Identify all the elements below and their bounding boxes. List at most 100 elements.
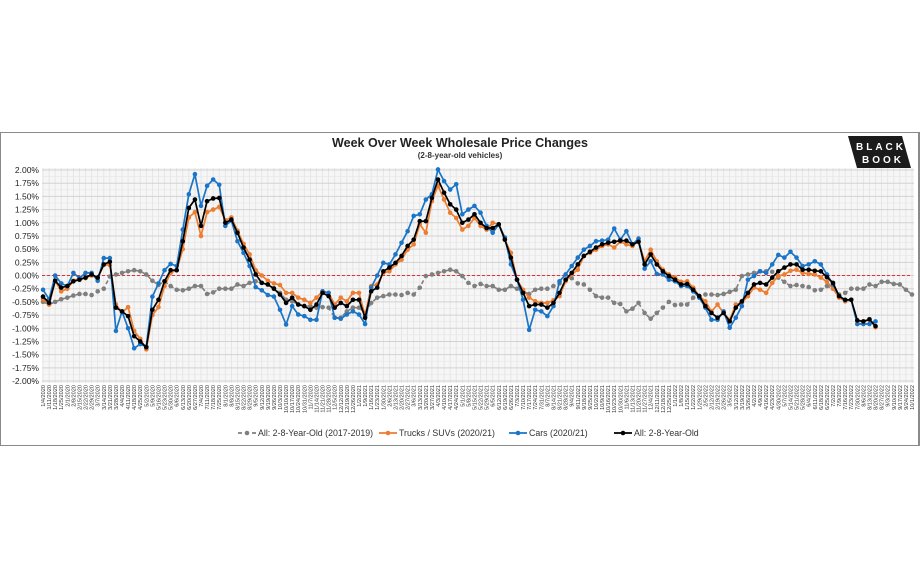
data-point — [89, 292, 94, 298]
data-point — [83, 291, 88, 297]
data-point — [435, 167, 441, 172]
data-point — [460, 212, 465, 217]
x-tick-label: 5/22/2021 — [479, 385, 485, 410]
data-point — [472, 203, 477, 209]
data-point — [460, 227, 465, 232]
data-point — [520, 297, 526, 303]
data-point — [624, 238, 629, 243]
data-point — [490, 283, 495, 289]
x-tick-label: 3/19/2022 — [740, 385, 746, 410]
x-tick-label: 7/9/2022 — [837, 385, 843, 407]
data-point — [314, 317, 319, 323]
data-point — [381, 293, 386, 299]
data-point — [186, 191, 192, 197]
x-tick-label: 5/8/2021 — [466, 385, 472, 407]
data-point — [381, 260, 386, 266]
data-point — [630, 242, 635, 247]
data-point — [247, 263, 252, 269]
data-point — [210, 196, 216, 201]
data-point — [235, 230, 240, 236]
data-point — [125, 268, 131, 274]
data-point — [223, 286, 228, 291]
x-tick-label: 12/18/2021 — [661, 385, 667, 413]
legend-swatch-marker — [620, 430, 626, 436]
data-point — [77, 291, 82, 297]
data-point — [374, 273, 380, 278]
x-tick-label: 11/14/2020 — [314, 385, 320, 413]
data-point — [150, 278, 155, 284]
data-point — [794, 255, 799, 260]
data-point — [532, 287, 538, 293]
data-point — [545, 313, 550, 319]
data-point — [739, 303, 745, 309]
x-tick-label: 5/30/2020 — [169, 385, 175, 410]
data-point — [666, 277, 672, 283]
data-point — [842, 297, 848, 303]
data-point — [709, 292, 714, 297]
data-point — [757, 280, 763, 286]
x-tick-label: 10/3/2020 — [278, 385, 284, 410]
data-point — [198, 283, 204, 289]
data-point — [806, 262, 811, 267]
data-point — [605, 295, 611, 300]
data-point — [873, 283, 878, 289]
data-point — [295, 295, 301, 300]
data-point — [83, 275, 88, 280]
data-point — [271, 281, 277, 286]
data-point — [782, 279, 787, 285]
data-point — [223, 223, 228, 229]
data-point — [636, 300, 641, 306]
data-point — [387, 268, 392, 274]
chart-title: Week Over Week Wholesale Price Changes — [332, 136, 588, 150]
x-tick-label: 10/31/2020 — [302, 385, 308, 413]
data-point — [168, 261, 173, 267]
data-point — [502, 237, 508, 242]
legend-item: Cars (2020/21) — [509, 428, 588, 438]
x-tick-label: 5/16/2020 — [156, 385, 162, 410]
data-point — [654, 310, 660, 316]
data-point — [101, 255, 107, 261]
x-tick-label: 11/6/2021 — [624, 385, 630, 409]
x-tick-label: 4/9/2022 — [758, 385, 764, 407]
data-point — [65, 295, 70, 300]
data-point — [587, 243, 593, 249]
data-point — [733, 315, 739, 321]
data-point — [283, 290, 289, 296]
x-tick-label: 5/23/2020 — [163, 385, 169, 410]
data-point — [678, 282, 684, 287]
x-tick-label: 10/24/2020 — [296, 385, 302, 413]
x-tick-label: 8/28/2021 — [564, 385, 570, 410]
x-tick-label: 9/19/2020 — [266, 385, 272, 410]
data-point — [131, 333, 137, 339]
data-point — [611, 300, 617, 306]
data-point — [575, 255, 581, 260]
data-point — [532, 307, 538, 313]
data-point — [818, 262, 824, 267]
x-tick-label: 5/28/2022 — [801, 385, 807, 410]
x-tick-label: 1/11/2020 — [47, 385, 53, 409]
data-point — [666, 273, 672, 279]
data-point — [65, 283, 70, 289]
data-point — [186, 205, 192, 211]
x-tick-label: 2/26/2022 — [722, 385, 728, 410]
data-point — [593, 238, 599, 244]
x-tick-label: 4/23/2022 — [770, 385, 776, 410]
x-tick-label: 7/10/2021 — [521, 385, 527, 410]
y-tick-label: -0.50% — [12, 297, 39, 307]
data-point — [58, 289, 64, 294]
x-tick-label: 8/29/2020 — [248, 385, 254, 410]
data-point — [113, 305, 119, 310]
data-point — [502, 287, 508, 293]
x-tick-label: 4/11/2020 — [126, 385, 132, 409]
data-point — [800, 270, 805, 276]
data-point — [125, 313, 131, 319]
x-tick-label: 7/30/2022 — [855, 385, 861, 410]
data-point — [727, 319, 732, 324]
x-tick-label: 8/20/2022 — [874, 385, 880, 410]
data-point — [441, 190, 447, 195]
x-tick-label: 7/11/2020 — [205, 385, 211, 409]
data-point — [855, 286, 860, 291]
data-point — [441, 178, 447, 184]
x-tick-label: 10/30/2021 — [618, 385, 624, 413]
data-point — [636, 239, 641, 245]
